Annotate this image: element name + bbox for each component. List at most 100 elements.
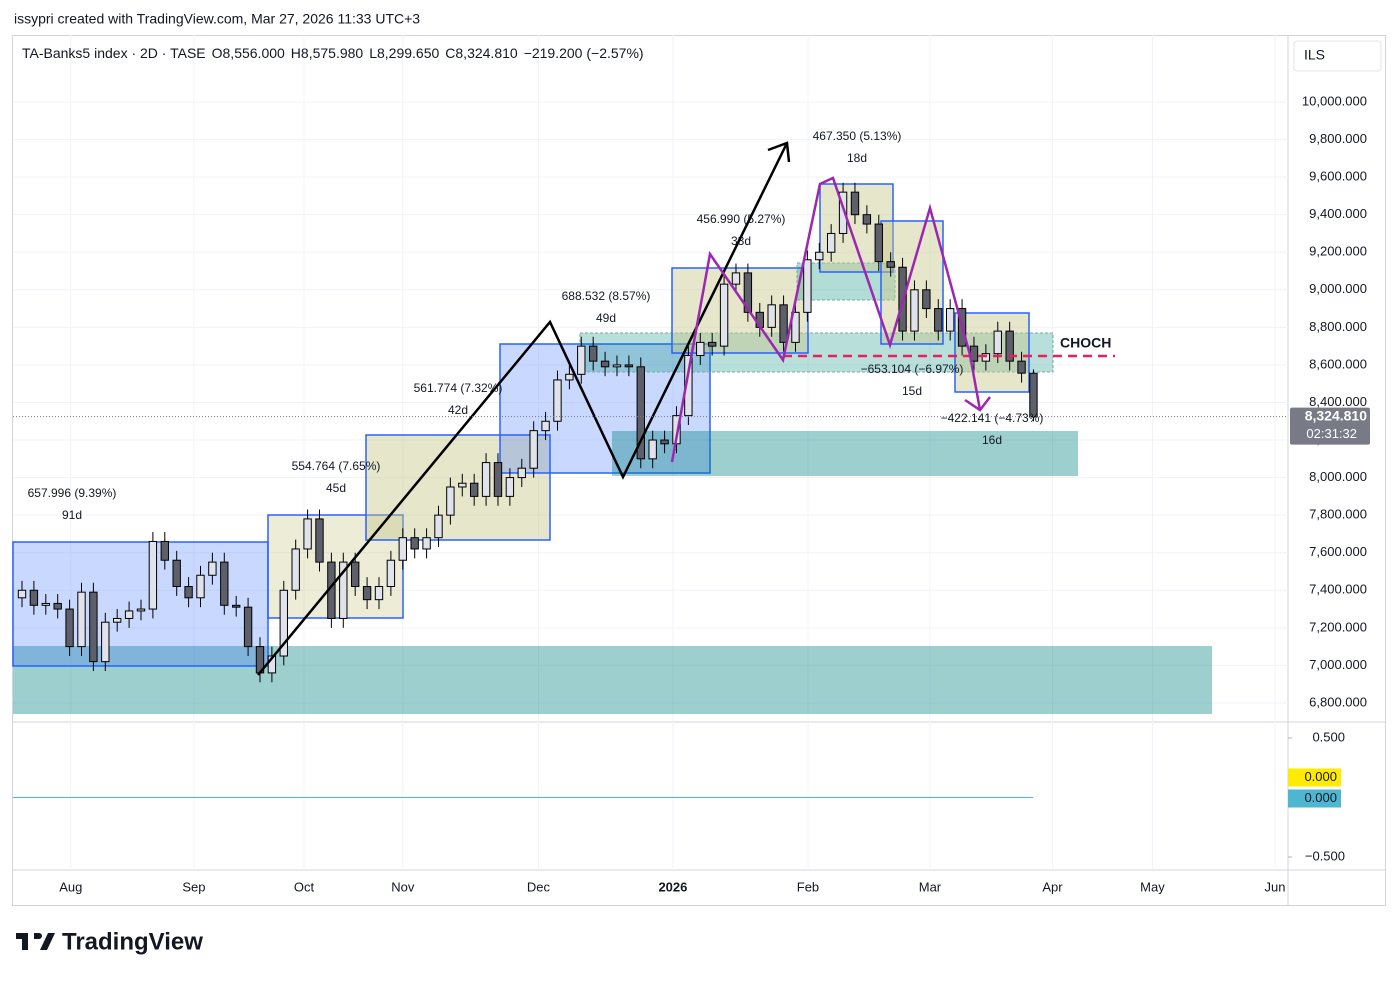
measure-change: 688.532 (8.57%): [562, 289, 651, 303]
y-tick-label: 9,200.000: [1309, 244, 1367, 259]
arrow-head: [767, 141, 791, 163]
indicator-badge-label: 0.000: [1304, 790, 1337, 805]
measure-bars: 33d: [731, 234, 751, 248]
candle-body: [565, 373, 574, 381]
y-tick-label: 7,200.000: [1309, 619, 1367, 634]
y-tick-label: 8,400.000: [1309, 394, 1367, 409]
candle-body: [981, 353, 991, 362]
x-tick-label: Mar: [919, 879, 942, 894]
candle-body: [719, 283, 729, 347]
measure-change: 456.990 (5.27%): [697, 212, 786, 226]
chart-frame: [12, 35, 1386, 906]
candle-body: [767, 304, 776, 328]
y-tick-label: 7,000.000: [1309, 657, 1367, 672]
y-tick-label: 9,000.000: [1309, 281, 1367, 296]
price-badge: [1290, 407, 1370, 445]
annotation: CHOCH: [1060, 335, 1111, 351]
candle-body: [803, 259, 812, 313]
candle-body: [791, 311, 800, 343]
candle-body: [172, 559, 181, 588]
candle-body: [315, 518, 324, 563]
candle-body: [993, 330, 1002, 355]
candle-body: [148, 540, 158, 610]
credit: issypri created with TradingView.com, Ma…: [14, 11, 420, 27]
candle-body: [458, 482, 467, 488]
candle-body: [648, 439, 657, 460]
y-tick-label: 7,600.000: [1309, 544, 1367, 559]
logo-icon: [16, 933, 55, 950]
legend-item: C8,324.810: [445, 45, 518, 61]
candle-body: [945, 308, 955, 332]
x-tick-label: Nov: [391, 879, 415, 894]
candle-body: [243, 606, 253, 648]
wave: [670, 176, 982, 463]
candle-body: [398, 537, 407, 561]
y-tick-label: 9,600.000: [1309, 169, 1367, 184]
candle-body: [41, 602, 50, 606]
legend-item: TA-Banks5 index · 2D · TASE: [22, 45, 206, 61]
legend-item: −219.200 (−2.57%): [524, 45, 644, 61]
x-tick-label: Apr: [1042, 879, 1063, 894]
countdown: 02:31:32: [1306, 426, 1357, 441]
y-tick-label: 7,400.000: [1309, 582, 1367, 597]
candle-body: [731, 272, 741, 285]
legend-item: L8,299.650: [369, 45, 439, 61]
candle-body: [838, 191, 848, 234]
candle-body: [29, 589, 39, 606]
legend-item: O8,556.000: [212, 45, 285, 61]
measure-change: 657.996 (9.39%): [28, 486, 117, 500]
measure-change: 467.350 (5.13%): [813, 129, 902, 143]
candle-body: [196, 574, 205, 599]
candle-body: [743, 272, 753, 313]
candle-body: [1029, 372, 1038, 418]
candle-body: [922, 289, 931, 310]
x-tick-label: Aug: [59, 879, 82, 894]
currency-button[interactable]: [1293, 40, 1382, 72]
zone: [13, 646, 1212, 714]
y2-tick-label: −0.500: [1305, 848, 1345, 863]
candle-body: [136, 608, 146, 612]
measure-change: −422.141 (−4.73%): [941, 411, 1044, 425]
candle-body: [684, 355, 693, 417]
candle-body: [339, 561, 348, 619]
measure-change: 561.774 (7.32%): [414, 381, 503, 395]
y-tick-label: 8,600.000: [1309, 356, 1367, 371]
x-tick-label: Dec: [527, 879, 551, 894]
candle-body: [410, 537, 419, 550]
currency[interactable]: ILS: [1304, 47, 1325, 63]
x-tick-label: Oct: [294, 879, 315, 894]
candle-body: [624, 364, 634, 368]
candle-body: [386, 559, 396, 588]
measure-bars: 42d: [448, 403, 468, 417]
candle-body: [232, 604, 241, 608]
candle-body: [886, 261, 895, 268]
price-badge-label: 8,324.810: [1305, 407, 1367, 423]
measure-bars: 18d: [847, 151, 867, 165]
y-tick-label: 6,800.000: [1309, 694, 1367, 709]
candle-body: [553, 379, 562, 422]
candle-body: [1017, 360, 1026, 374]
candle-body: [65, 608, 74, 648]
candle-body: [934, 308, 943, 332]
candle-body: [541, 420, 550, 432]
indicator-badge-label: 0.000: [1304, 769, 1337, 784]
arrow-head: [964, 396, 991, 412]
candle-body: [303, 518, 312, 550]
candle-body: [862, 214, 872, 225]
brand: TradingView: [62, 928, 203, 955]
candle-body: [350, 561, 360, 588]
x-tick-label: Sep: [182, 879, 205, 894]
x-tick-label: 2026: [658, 879, 687, 894]
candle-body: [1005, 330, 1014, 362]
candle-body: [696, 341, 705, 357]
candle-body: [184, 586, 193, 599]
x-tick-label: Jun: [1265, 879, 1286, 894]
candle-body: [17, 589, 27, 599]
zone: [612, 431, 1078, 476]
x-tick-label: May: [1140, 879, 1165, 894]
candle-body: [446, 486, 455, 516]
candle-body: [577, 345, 586, 375]
candle-body: [779, 304, 788, 343]
candle-body: [279, 589, 288, 657]
